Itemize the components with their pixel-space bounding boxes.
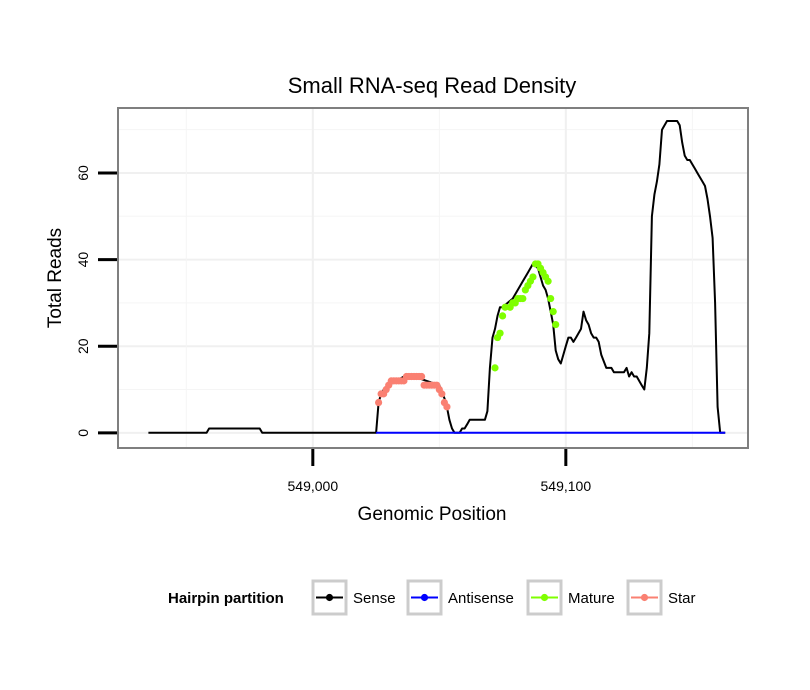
legend: Hairpin partition Sense Antisense Mature St… [168, 579, 696, 616]
y-axis-label: Total Reads [45, 228, 66, 328]
star-point [443, 403, 451, 411]
mature-point [529, 273, 537, 281]
legend-label: Star [668, 590, 696, 607]
series-mature [491, 260, 560, 372]
plot-border [117, 107, 749, 449]
mature-point [552, 320, 560, 329]
mature-point [547, 294, 555, 303]
grid [118, 108, 748, 448]
axes: 0 20 40 60 549,000 549,100 [75, 165, 591, 494]
series-layer [148, 120, 726, 434]
y-tick-label: 40 [75, 252, 91, 268]
chart-title: Small RNA-seq Read Density [288, 73, 577, 98]
legend-item-star: Star [626, 579, 696, 616]
legend-key-point [325, 593, 334, 602]
sense-line [148, 120, 726, 434]
mature-point [498, 312, 507, 320]
x-axis-label: Genomic Position [358, 504, 507, 525]
mature-point [496, 329, 504, 337]
y-tick-label: 60 [75, 165, 91, 181]
legend-label: Mature [568, 590, 615, 607]
legend-item-antisense: Antisense [406, 579, 514, 616]
legend-item-sense: Sense [311, 579, 396, 616]
legend-label: Antisense [448, 590, 514, 607]
legend-key-point [640, 593, 649, 602]
mature-point [544, 277, 552, 285]
series-star [375, 372, 451, 411]
legend-key-point [540, 593, 549, 602]
legend-label: Sense [353, 590, 396, 607]
mature-point [491, 364, 499, 372]
mature-point [549, 307, 557, 316]
legend-key-point [420, 593, 429, 602]
legend-item-mature: Mature [526, 579, 615, 616]
y-tick-label: 0 [75, 429, 91, 437]
star-point [438, 390, 446, 398]
mature-point [519, 294, 527, 303]
mature-point [501, 303, 509, 311]
x-tick-label: 549,000 [288, 478, 339, 494]
x-tick-label: 549,100 [541, 478, 592, 494]
series-sense [148, 120, 726, 434]
y-tick-label: 20 [75, 338, 91, 354]
star-point [418, 372, 426, 381]
legend-title: Hairpin partition [168, 590, 284, 607]
star-point [375, 398, 383, 407]
